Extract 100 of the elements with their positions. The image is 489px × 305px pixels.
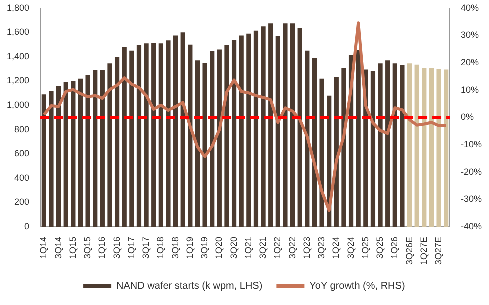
bar [202, 63, 208, 227]
y-tick-label: 0 [24, 221, 30, 232]
x-tick-label: 1Q19 [184, 236, 195, 260]
bar [356, 50, 361, 227]
y-tick-label: 800 [14, 124, 30, 134]
bar [86, 75, 90, 227]
bar [378, 64, 383, 227]
y-tick-label: 1,000 [6, 100, 30, 110]
bar [254, 30, 259, 227]
x-tick-label: 1Q17 [126, 236, 136, 260]
legend-label: NAND wafer starts (k wpm, LHS) [116, 280, 263, 292]
y2-tick-label: 40% [460, 2, 480, 13]
x-tick-label: 3Q17 [141, 236, 152, 260]
bar [49, 90, 54, 227]
bar [414, 64, 420, 227]
bar [93, 70, 98, 227]
y-tick-label: 1,200 [6, 76, 30, 86]
x-tick-label: 1Q15 [68, 236, 78, 260]
y-tick-label: 1,400 [6, 51, 30, 62]
x-tick-label: 1Q14 [38, 236, 49, 260]
bar [386, 60, 390, 227]
bar [122, 47, 127, 227]
bar [320, 78, 324, 227]
bar [195, 60, 200, 227]
bar [180, 32, 186, 227]
bar [78, 78, 84, 227]
bar [312, 58, 318, 227]
y-tick-label: 600 [14, 148, 30, 159]
bar [400, 65, 405, 227]
bar [370, 70, 376, 227]
bar [108, 64, 112, 227]
y-tick-label: 1,800 [6, 2, 30, 13]
bar [71, 81, 76, 227]
y-tick-label: 1,600 [6, 27, 30, 38]
y2-tick-label: 10% [460, 84, 480, 95]
y-tick-label: 400 [14, 172, 30, 183]
x-tick-label: 3Q20 [228, 236, 239, 260]
bar [100, 70, 105, 227]
y-tick-label: 200 [14, 197, 30, 208]
x-tick-label: 1Q18 [156, 236, 166, 260]
x-tick-label: 3Q27E [434, 236, 444, 266]
bar [114, 56, 120, 227]
bar [64, 82, 68, 227]
y2-tick-label: -20% [460, 166, 482, 177]
bar [276, 36, 280, 227]
x-tick-label: 1Q27E [418, 236, 429, 266]
y2-tick-label: -10% [460, 139, 482, 150]
y2-tick-label: -30% [460, 194, 482, 204]
bar [246, 34, 252, 227]
x-tick-label: 3Q18 [170, 236, 180, 260]
bar [56, 86, 62, 227]
bar [283, 24, 288, 227]
x-tick-label: 1Q24 [331, 236, 342, 260]
bar [305, 50, 310, 227]
x-tick-label: 3Q24 [346, 236, 356, 260]
bar [144, 44, 149, 227]
x-tick-label: 1Q25 [360, 236, 370, 260]
x-tick-label: 1Q26 [390, 236, 400, 260]
bar [158, 44, 164, 227]
x-tick-label: 1Q20 [214, 236, 224, 260]
bar [392, 64, 398, 227]
x-tick-label: 1Q16 [97, 236, 108, 260]
x-tick-label: 1Q23 [302, 236, 312, 260]
bar [268, 24, 274, 227]
y2-tick-label: 0% [460, 112, 474, 122]
x-tick-label: 3Q21 [258, 236, 268, 260]
bar [166, 40, 171, 227]
bar [436, 69, 442, 227]
y2-tick-label: 30% [460, 30, 480, 40]
bar [217, 50, 222, 227]
bar [152, 43, 156, 227]
x-tick-label: 3Q15 [82, 236, 93, 260]
x-tick-label: 3Q19 [200, 236, 210, 260]
bar [429, 68, 434, 227]
bar [224, 45, 230, 227]
x-tick-label: 3Q16 [112, 236, 122, 260]
y2-tick-label: 20% [460, 58, 480, 68]
bar [173, 36, 178, 227]
bar [188, 44, 193, 227]
bar [239, 36, 244, 227]
x-tick-label: 3Q23 [316, 236, 327, 260]
bar [42, 94, 46, 227]
x-tick-label: 1Q21 [243, 236, 254, 260]
bar [136, 45, 142, 227]
bar [422, 68, 427, 227]
x-tick-label: 3Q14 [53, 236, 64, 260]
bar [261, 26, 266, 227]
bar [232, 40, 237, 227]
x-tick-label: 3Q25 [375, 236, 386, 260]
bar [407, 64, 412, 227]
y2-tick-label: -40% [460, 221, 482, 232]
bar [210, 52, 215, 227]
x-tick-label: 3Q26E [404, 236, 414, 266]
x-tick-label: 3Q22 [287, 236, 298, 260]
bar [130, 50, 134, 227]
bar [444, 70, 449, 227]
legend-label: YoY growth (%, RHS) [310, 280, 406, 292]
bar [298, 28, 302, 227]
bar [290, 24, 296, 227]
x-tick-label: 1Q22 [272, 236, 283, 260]
